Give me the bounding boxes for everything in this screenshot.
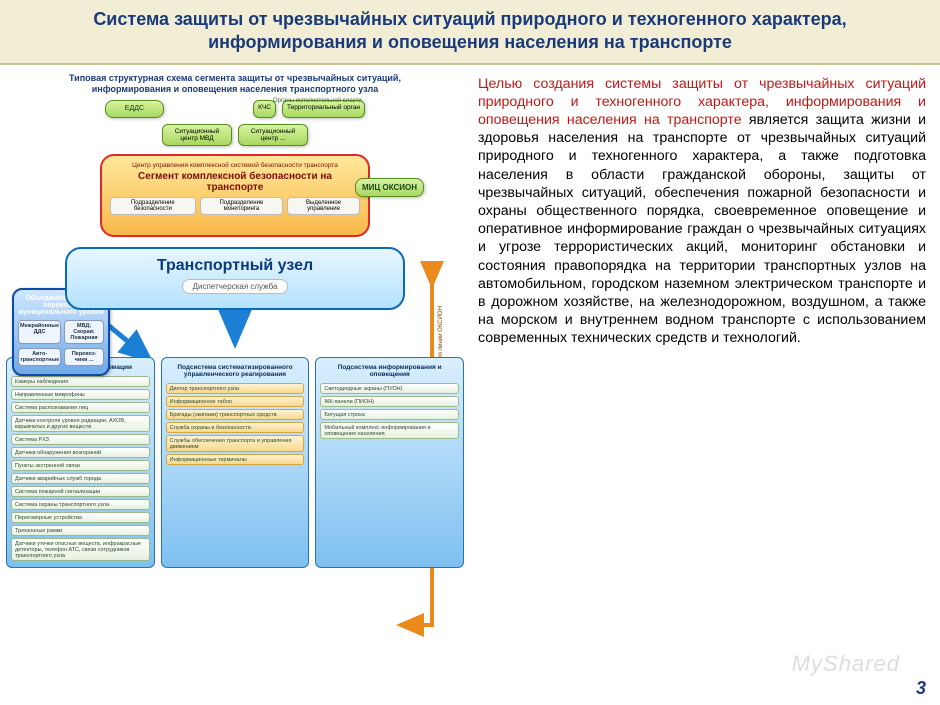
subsystem-item: Пункты экстренной связи	[11, 460, 150, 471]
subsystem-item: Бригады (экипажи) транспортных средств	[166, 409, 305, 420]
subsystem-col-1: Подсистема систематизированного управлен…	[161, 357, 310, 568]
diagram-panel: Типовая структурная схема сегмента защит…	[0, 65, 470, 670]
subsystem-item: Мобильный комплекс информирования и опов…	[320, 422, 459, 439]
subsystem-item: Бегущая строка	[320, 409, 459, 420]
mic-oksion: МИЦ ОКСИОН	[355, 178, 424, 197]
segment-main: Сегмент комплексной безопасности на тран…	[110, 171, 360, 193]
subsystem-title: Подсистема информирования и оповещения	[320, 362, 459, 381]
exec-authorities: ЕДДС КЧС Территориальный орган Органы ис…	[105, 100, 365, 146]
subsystem-item: Направленные микрофоны	[11, 389, 150, 400]
green2-0: Ситуационный центр МВД	[162, 124, 232, 146]
slide-body: Типовая структурная схема сегмента защит…	[0, 65, 940, 670]
subsystem-item: Информационные терминалы	[166, 454, 305, 465]
subsystem-item: ЖК-панели (ПИОН)	[320, 396, 459, 407]
transport-node: Транспортный узел Диспетчерская служба	[65, 247, 405, 310]
subsystem-item: Службы обеспечения транспорта и управлен…	[166, 435, 305, 452]
description-text: Целью создания системы защиты от чрезвыч…	[478, 75, 926, 348]
slide-header: Система защиты от чрезвычайных ситуаций …	[0, 0, 940, 65]
subsystem-item: Система распознавания лиц	[11, 402, 150, 413]
slide-title: Система защиты от чрезвычайных ситуаций …	[20, 8, 920, 55]
tnode-sub: Диспетчерская служба	[182, 279, 289, 294]
edds-box: ЕДДС	[105, 100, 164, 118]
dds-sub-3: Перевоз-чики ...	[64, 348, 104, 366]
dds-sub-2: Авто-транспортные	[18, 348, 61, 366]
subsystem-item: Система охраны транспортного узла	[11, 499, 150, 510]
watermark: MyShared	[792, 651, 900, 677]
subsystem-item: Камеры наблюдения	[11, 376, 150, 387]
exec-title: Органы исполнительной власти	[273, 98, 383, 104]
seg-bul-0: Подразделение безопасности	[110, 197, 196, 215]
diagram-title: Типовая структурная схема сегмента защит…	[6, 71, 464, 101]
bottom-subsystems: Подсистема сбора информацииКамеры наблюд…	[6, 357, 464, 568]
subsystem-item: Трехзонные рамки	[11, 525, 150, 536]
description-panel: Целью создания системы защиты от чрезвыч…	[470, 65, 940, 670]
page-number: 3	[916, 678, 926, 699]
dds-sub-0: Межрайонные ДДС	[18, 320, 61, 344]
description-body: является защита жизни и здоровья населен…	[478, 112, 926, 346]
tnode-title: Транспортный узел	[77, 257, 393, 275]
green2-1: Ситуационный центр ...	[238, 124, 308, 146]
subsystem-item: Датчики утечки опасных веществ, инфракра…	[11, 538, 150, 561]
subsystem-item: Информационное табло	[166, 396, 305, 407]
subsystem-item: Светодиодные экраны (ПУОН)	[320, 383, 459, 394]
subsystem-item: Датчики обнаружения возгораний	[11, 447, 150, 458]
segment-top: Центр управления комплексной системой бе…	[110, 162, 360, 169]
subsystem-col-0: Подсистема сбора информацииКамеры наблюд…	[6, 357, 155, 568]
safety-segment: Центр управления комплексной системой бе…	[100, 154, 370, 237]
subsystem-col-2: Подсистема информирования и оповещения Св…	[315, 357, 464, 568]
seg-bul-2: Выделенное управление	[287, 197, 360, 215]
subsystem-item: Переговорные устройства	[11, 512, 150, 523]
seg-bul-1: Подразделение мониторинга	[200, 197, 283, 215]
subsystem-item: Диктор транспортного узла	[166, 383, 305, 394]
subsystem-title: Подсистема систематизированного управлен…	[166, 362, 305, 381]
subsystem-item: Датчики аварийных служб города	[11, 473, 150, 484]
subsystem-item: Служба охраны и безопасности	[166, 422, 305, 433]
subsystem-item: Система РХЗ	[11, 434, 150, 445]
subsystem-item: Система пожарной сигнализации	[11, 486, 150, 497]
subsystem-item: Датчики контроля уровня радиации, АХОВ, …	[11, 415, 150, 432]
dds-sub-1: МВД; Скорая; Пожарная	[64, 320, 104, 344]
